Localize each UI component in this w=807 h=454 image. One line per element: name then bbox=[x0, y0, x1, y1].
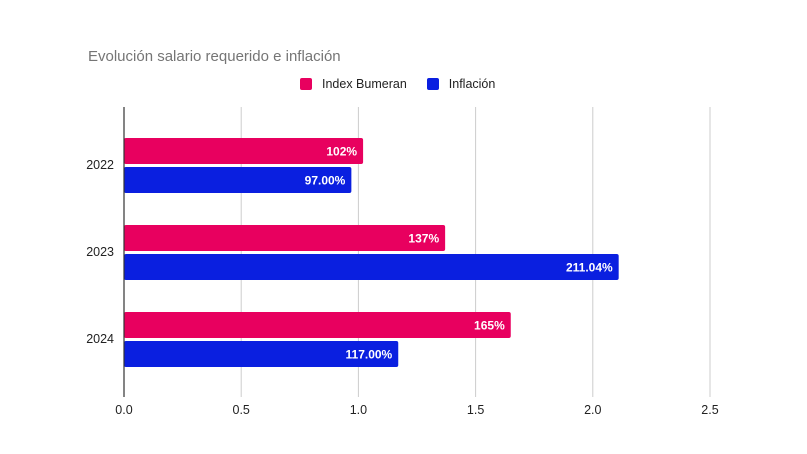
legend-swatch-inflacion bbox=[426, 78, 439, 90]
x-tick-label: 1.5 bbox=[467, 403, 484, 417]
x-tick-label: 2.0 bbox=[584, 403, 601, 417]
data-label: 211.04% bbox=[566, 261, 613, 275]
y-category-label: 2024 bbox=[86, 332, 114, 346]
chart-title: Evolución salario requerido e inflación bbox=[88, 48, 341, 65]
legend-label: Index Bumeran bbox=[322, 77, 407, 91]
data-label: 165% bbox=[474, 319, 505, 333]
legend-label: Inflación bbox=[448, 77, 496, 91]
bar-inflacion bbox=[124, 167, 352, 193]
bar-inflacion bbox=[124, 254, 619, 280]
x-tick-label: 0.5 bbox=[233, 403, 250, 417]
bar-inflacion bbox=[124, 341, 399, 367]
y-category-label: 2022 bbox=[86, 158, 114, 172]
bar-index-bumeran bbox=[124, 138, 364, 164]
x-tick-label: 1.0 bbox=[350, 403, 367, 417]
data-label: 137% bbox=[408, 232, 439, 246]
legend-swatch-index-bumeran bbox=[300, 78, 312, 90]
bar-index-bumeran bbox=[124, 312, 511, 338]
y-category-label: 2023 bbox=[86, 245, 114, 259]
data-label: 117.00% bbox=[346, 348, 393, 362]
x-tick-label: 0.0 bbox=[115, 403, 132, 417]
bar-index-bumeran bbox=[124, 225, 446, 251]
x-tick-label: 2.5 bbox=[701, 403, 718, 417]
legend-item-inflacion: Inflación bbox=[426, 77, 496, 91]
data-label: 102% bbox=[326, 145, 357, 159]
legend-item-index-bumeran: Index Bumeran bbox=[300, 77, 407, 91]
legend: Index Bumeran Inflación bbox=[300, 77, 515, 91]
data-label: 97.00% bbox=[305, 174, 346, 188]
